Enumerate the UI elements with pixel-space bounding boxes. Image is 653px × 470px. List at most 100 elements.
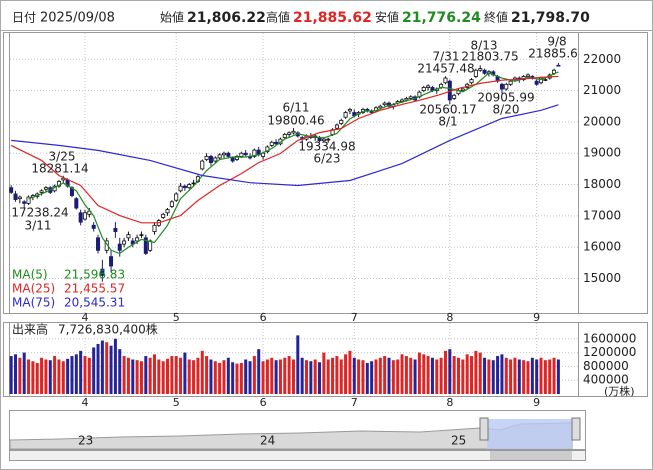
volume-bar [170, 356, 174, 394]
candle-body [404, 98, 409, 101]
candle-body [226, 152, 231, 157]
x-tick-label: 7 [351, 311, 358, 324]
candle-body [43, 187, 48, 190]
annotation-price: 19800.46 [267, 114, 324, 128]
annotation-price: 21803.75 [461, 50, 518, 64]
volume-bar [439, 357, 443, 394]
volume-bar [287, 356, 291, 394]
legend-name: MA(75) [12, 296, 55, 310]
candle-body [343, 112, 348, 118]
annotation-price: 21885.6 [528, 47, 578, 61]
legend-value: 21,596.83 [64, 268, 125, 282]
annotation-date: 8/13 [471, 39, 498, 53]
volume-bar [35, 362, 39, 394]
volume-bar [70, 356, 74, 394]
candle-body [252, 149, 257, 157]
volume-bar [231, 362, 235, 394]
candle-body [243, 152, 248, 156]
candle-body [460, 88, 465, 91]
x-tick-label: 9 [533, 396, 540, 409]
volume-bar [161, 361, 165, 394]
header-close-label: 終値 [484, 10, 508, 25]
annotation-price: 19334.98 [298, 140, 355, 154]
candle-body [182, 185, 187, 189]
volume-bar [300, 357, 304, 394]
candle-body [408, 96, 413, 99]
navigator-label: 23 [78, 434, 93, 448]
legend-value: 21,455.57 [64, 282, 125, 296]
y-tick-label: 18000 [583, 177, 621, 191]
candle-body [178, 185, 183, 192]
volume-bar [92, 347, 96, 394]
volume-bar [122, 356, 126, 394]
candle-body [113, 228, 118, 232]
annotation-date: 6/11 [283, 101, 310, 115]
volume-bar [322, 352, 326, 394]
y-tick-label: 19000 [583, 146, 621, 160]
x-tick-label: 9 [533, 311, 540, 324]
volume-bar [513, 357, 517, 394]
candle-body [239, 152, 244, 157]
navigator-handle-right[interactable] [571, 417, 581, 441]
x-tick-label: 8 [446, 311, 453, 324]
main-plot [9, 32, 579, 314]
legend-value: 20,545.31 [64, 296, 125, 310]
volume-bar [109, 345, 113, 394]
candle-body [504, 83, 509, 90]
volume-bar [396, 359, 400, 394]
navigator-handle-left[interactable] [479, 417, 489, 441]
volume-bar [174, 356, 178, 394]
header-low: 21,776.24 [402, 10, 481, 26]
candle-body [96, 237, 101, 251]
volume-bar [53, 356, 57, 394]
volume-bar [179, 357, 183, 394]
volume-bar [226, 357, 230, 394]
ma-line [10, 75, 559, 224]
candle-body [326, 138, 331, 141]
volume-bar [18, 357, 22, 394]
volume-bar [526, 361, 530, 394]
scrollbar[interactable] [9, 450, 586, 461]
volume-bar [131, 359, 135, 394]
volume-bar [9, 356, 13, 394]
volume-bar [166, 358, 170, 394]
candle-body [347, 108, 352, 112]
volume-bar [57, 359, 61, 394]
candle-body [126, 234, 131, 239]
volume-bar [504, 357, 508, 394]
x-tick-label: 4 [82, 311, 89, 324]
volume-title-bg [10, 323, 156, 337]
volume-bar [387, 357, 391, 394]
x-tick-label: 7 [351, 396, 358, 409]
candle-body [478, 68, 483, 71]
scrollbar-thumb[interactable] [490, 451, 572, 460]
header-close: 21,798.70 [511, 10, 590, 26]
volume-plot [9, 322, 579, 397]
volume-bar [426, 356, 430, 394]
x-tick-label: 5 [173, 311, 180, 324]
y-tick-label: 20000 [583, 114, 621, 128]
x-tick-label: 6 [260, 311, 267, 324]
candle-body [161, 213, 166, 218]
candle-body [287, 132, 292, 135]
volume-bar [118, 349, 122, 394]
volume-bar [487, 359, 491, 394]
volume-bar [509, 359, 513, 394]
volume-bar [218, 362, 222, 394]
volume-bar [74, 354, 78, 394]
volume-bar [391, 360, 395, 394]
annotation-price: 20560.17 [419, 103, 476, 117]
volume-bar [457, 357, 461, 394]
volume-bar [400, 354, 404, 394]
volume-bar [326, 359, 330, 394]
header-high-label: 高値 [266, 10, 290, 25]
candle-body [217, 154, 222, 159]
navigator: 23 24 25 [9, 410, 586, 461]
volume-tick-label: 1600000 [583, 331, 636, 345]
header-open: 21,806.22 [187, 10, 266, 26]
navigator-label: 25 [451, 434, 466, 448]
volume-bar [135, 360, 139, 394]
volume-bar [522, 360, 526, 394]
annotation-price: 20905.99 [477, 91, 534, 105]
